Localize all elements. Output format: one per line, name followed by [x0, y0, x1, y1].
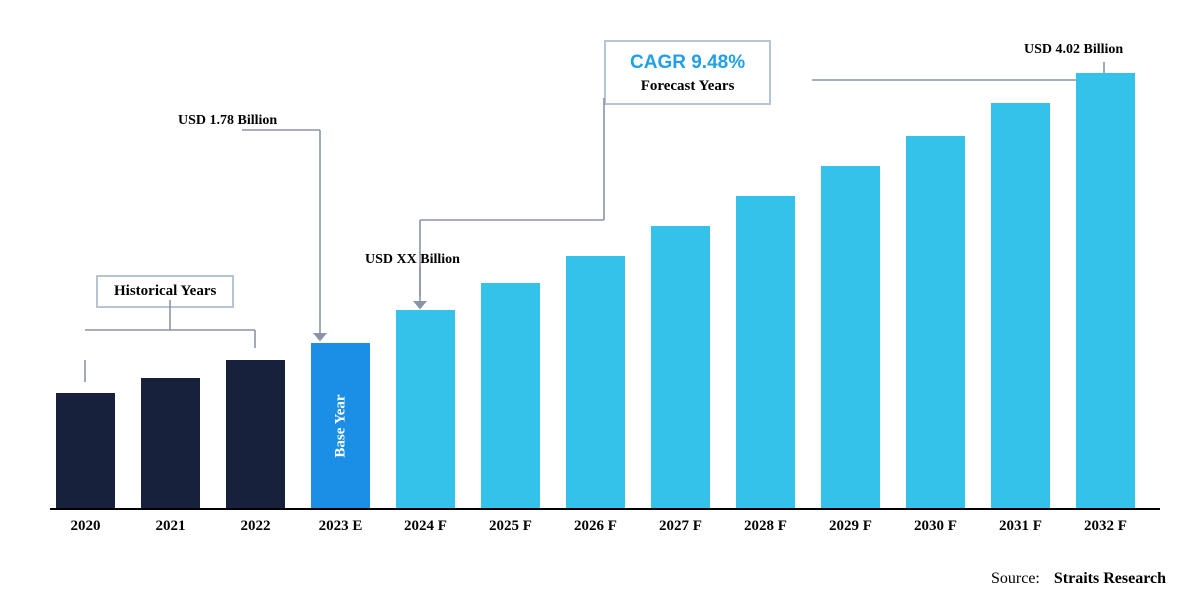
bar-2024-F [396, 310, 455, 508]
chart-plot-area: Base Year [50, 60, 1160, 510]
x-label: 2032 F [1076, 518, 1135, 535]
bar-slot [481, 283, 540, 508]
x-label: 2027 F [651, 518, 710, 535]
x-label: 2023 E [311, 518, 370, 535]
bar-2028-F [736, 196, 795, 508]
bar-2029-F [821, 166, 880, 508]
bar-slot: Base Year [311, 343, 370, 508]
bar-row: Base Year [50, 60, 1160, 508]
x-label: 2026 F [566, 518, 625, 535]
x-label: 2030 F [906, 518, 965, 535]
bar-2032-F [1076, 73, 1135, 508]
x-axis-labels: 2020 2021 2022 2023 E 2024 F 2025 F 2026 F 2027… [50, 518, 1160, 535]
bar-slot [566, 256, 625, 508]
bar-2022 [226, 360, 285, 508]
x-label: 2031 F [991, 518, 1050, 535]
bar-slot [226, 360, 285, 508]
x-label: 2022 [226, 518, 285, 535]
value-label-2032: USD 4.02 Billion [1024, 42, 1123, 58]
x-label: 2024 F [396, 518, 455, 535]
x-axis-line [50, 508, 1160, 510]
bar-2027-F [651, 226, 710, 508]
x-label: 2021 [141, 518, 200, 535]
bar-2023-E: Base Year [311, 343, 370, 508]
bar-slot [56, 393, 115, 508]
bar-slot [651, 226, 710, 508]
chart-stage: USD 1.78 Billion USD XX Billion USD 4.02… [0, 0, 1200, 600]
source-value: Straits Research [1054, 570, 1166, 587]
bar-slot [821, 166, 880, 508]
bar-slot [1076, 73, 1135, 508]
x-label: 2029 F [821, 518, 880, 535]
bar-slot [396, 310, 455, 508]
bar-2020 [56, 393, 115, 508]
bar-2025-F [481, 283, 540, 508]
base-year-label: Base Year [332, 394, 349, 457]
bar-2030-F [906, 136, 965, 508]
source-label: Source: [991, 570, 1040, 587]
x-label: 2025 F [481, 518, 540, 535]
bar-slot [991, 103, 1050, 508]
bar-slot [906, 136, 965, 508]
bar-slot [736, 196, 795, 508]
source-line: Source: Straits Research [991, 570, 1166, 588]
bar-slot [141, 378, 200, 508]
bar-2021 [141, 378, 200, 508]
x-label: 2020 [56, 518, 115, 535]
bar-2026-F [566, 256, 625, 508]
x-label: 2028 F [736, 518, 795, 535]
bar-2031-F [991, 103, 1050, 508]
